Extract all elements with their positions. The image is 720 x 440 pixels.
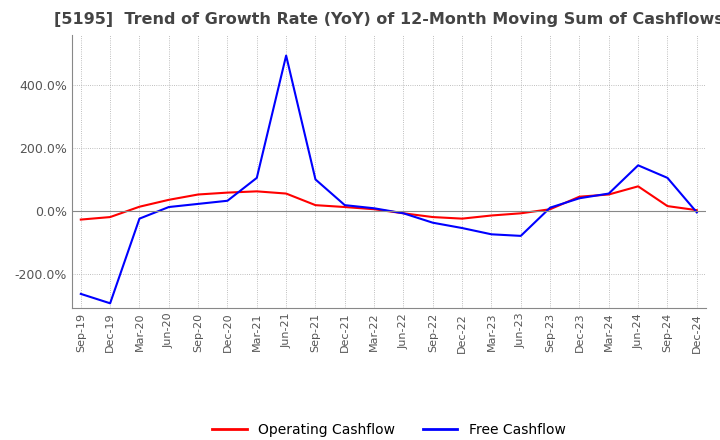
Operating Cashflow: [605, 192, 613, 197]
Free Cashflow: [253, 175, 261, 180]
Operating Cashflow: [341, 205, 349, 210]
Operating Cashflow: [428, 214, 437, 220]
Free Cashflow: [282, 53, 290, 58]
Free Cashflow: [194, 201, 202, 206]
Free Cashflow: [605, 191, 613, 196]
Operating Cashflow: [516, 211, 525, 216]
Operating Cashflow: [693, 208, 701, 213]
Operating Cashflow: [194, 192, 202, 197]
Free Cashflow: [164, 205, 173, 210]
Line: Operating Cashflow: Operating Cashflow: [81, 186, 697, 220]
Free Cashflow: [634, 163, 642, 168]
Operating Cashflow: [458, 216, 467, 221]
Free Cashflow: [516, 233, 525, 238]
Free Cashflow: [575, 196, 584, 201]
Operating Cashflow: [282, 191, 290, 196]
Free Cashflow: [106, 301, 114, 306]
Free Cashflow: [693, 210, 701, 215]
Operating Cashflow: [135, 204, 144, 209]
Operating Cashflow: [546, 207, 554, 212]
Legend: Operating Cashflow, Free Cashflow: Operating Cashflow, Free Cashflow: [207, 418, 571, 440]
Free Cashflow: [458, 225, 467, 231]
Operating Cashflow: [76, 217, 85, 222]
Operating Cashflow: [106, 214, 114, 220]
Operating Cashflow: [311, 202, 320, 208]
Operating Cashflow: [370, 207, 379, 212]
Operating Cashflow: [399, 211, 408, 216]
Free Cashflow: [663, 175, 672, 180]
Free Cashflow: [428, 220, 437, 225]
Operating Cashflow: [487, 213, 496, 218]
Free Cashflow: [311, 177, 320, 182]
Operating Cashflow: [663, 203, 672, 209]
Free Cashflow: [487, 232, 496, 237]
Operating Cashflow: [223, 190, 232, 195]
Line: Free Cashflow: Free Cashflow: [81, 55, 697, 303]
Free Cashflow: [370, 205, 379, 211]
Operating Cashflow: [253, 189, 261, 194]
Operating Cashflow: [164, 197, 173, 202]
Free Cashflow: [546, 205, 554, 210]
Free Cashflow: [135, 216, 144, 221]
Title: [5195]  Trend of Growth Rate (YoY) of 12-Month Moving Sum of Cashflows: [5195] Trend of Growth Rate (YoY) of 12-…: [54, 12, 720, 27]
Operating Cashflow: [634, 183, 642, 189]
Free Cashflow: [76, 291, 85, 297]
Free Cashflow: [399, 211, 408, 216]
Free Cashflow: [223, 198, 232, 203]
Operating Cashflow: [575, 194, 584, 199]
Free Cashflow: [341, 202, 349, 208]
